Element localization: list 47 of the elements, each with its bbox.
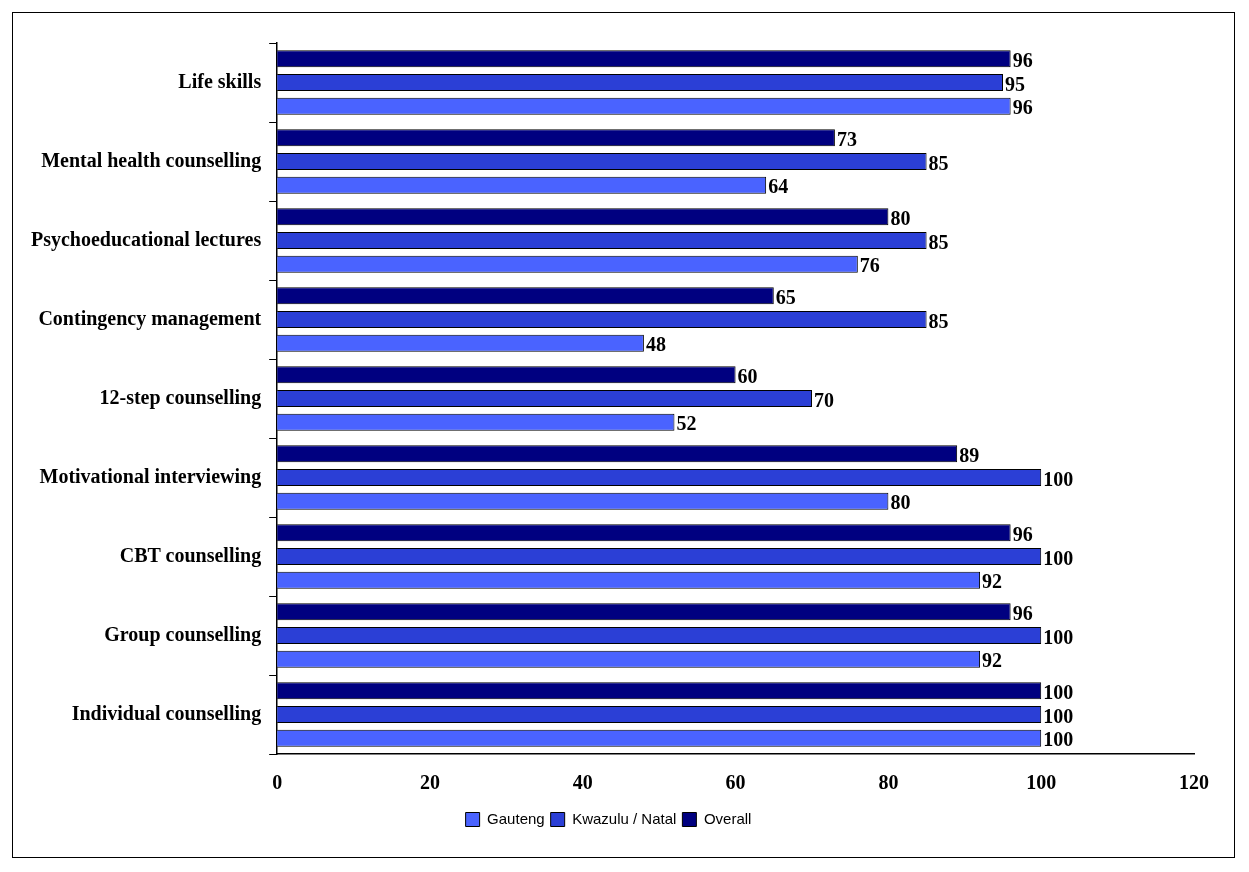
x-tick-label: 60 <box>725 771 746 794</box>
data-label: 85 <box>928 230 949 253</box>
legend-label: Kwazulu / Natal <box>572 809 677 827</box>
data-label: 70 <box>813 388 834 411</box>
data-label: 96 <box>1012 48 1033 71</box>
y-tick-label: 12-step counselling <box>99 385 262 409</box>
data-label: 48 <box>645 333 666 356</box>
data-label: 52 <box>676 412 697 435</box>
y-tick-label: Motivational interviewing <box>39 464 262 488</box>
data-label: 89 <box>959 443 980 466</box>
data-label: 100 <box>1043 546 1074 569</box>
x-tick-label: 120 <box>1179 771 1209 794</box>
data-label: 85 <box>928 309 949 332</box>
x-tick-label: 100 <box>1026 771 1057 794</box>
data-label: 100 <box>1043 625 1074 648</box>
data-label: 96 <box>1012 601 1033 624</box>
data-label: 60 <box>737 364 758 387</box>
data-label: 100 <box>1043 467 1074 490</box>
data-label: 80 <box>890 206 911 229</box>
data-label: 80 <box>890 491 911 514</box>
y-tick-label: Mental health counselling <box>41 148 262 172</box>
y-tick-label: CBT counselling <box>119 543 262 567</box>
data-label: 65 <box>775 285 796 308</box>
data-label: 92 <box>982 570 1003 593</box>
y-tick-label: Group counselling <box>104 622 262 646</box>
data-label: 76 <box>859 254 880 277</box>
y-tick-label: Psychoeducational lectures <box>30 227 262 251</box>
data-label: 100 <box>1043 704 1074 727</box>
data-label: 92 <box>982 649 1003 672</box>
y-tick-label: Individual counselling <box>71 701 262 725</box>
x-tick-label: 0 <box>272 771 283 794</box>
data-label: 96 <box>1012 522 1033 545</box>
x-tick-label: 80 <box>878 771 899 794</box>
x-tick-label: 40 <box>572 771 593 794</box>
data-label: 64 <box>768 175 789 198</box>
data-label: 73 <box>836 127 857 150</box>
legend-label: Gauteng <box>487 809 545 827</box>
legend-label: Overall <box>703 809 752 827</box>
data-label: 100 <box>1043 728 1074 751</box>
data-label: 85 <box>928 151 949 174</box>
data-label: 96 <box>1012 96 1033 119</box>
y-tick-label: Life skills <box>178 69 262 92</box>
x-tick-label: 20 <box>419 771 440 794</box>
data-label: 100 <box>1043 680 1074 703</box>
y-tick-label: Contingency management <box>38 306 262 330</box>
data-label: 95 <box>1004 72 1025 95</box>
chart-frame: Gauteng Kwazulu / Natal Overall 0 20 40 60 80 100 120 Life skills Mental health counselling Psychoeducational lectures Contingency management 12-step counselling Motivational interviewing CBT counselling Group counselling Individual counselling 96 73 80 65 60 89 96 96 100 95 85 85 85 70 100 100 100 100 96 64 76 48 52 80 92 92 100 <box>12 12 1235 858</box>
